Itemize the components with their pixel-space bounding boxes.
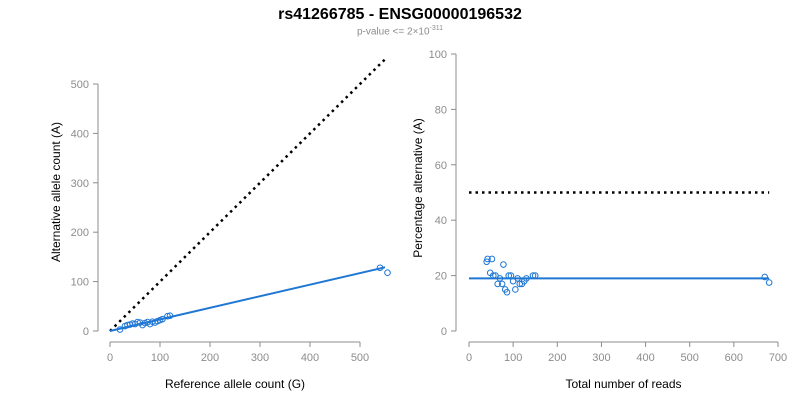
y-tick-label: 0 (441, 326, 447, 338)
subtitle-exponent: -311 (429, 25, 444, 32)
x-tick-label: 600 (725, 352, 743, 364)
x-axis-title: Reference allele count (G) (165, 377, 305, 391)
y-tick-label: 100 (71, 277, 89, 289)
chart-subtitle: p-value <= 2×10-311 (0, 25, 800, 37)
data-point (514, 275, 521, 282)
x-tick-label: 400 (636, 352, 654, 364)
x-tick-label: 700 (769, 352, 787, 364)
data-point (166, 312, 174, 319)
data-point (507, 272, 515, 279)
subtitle-prefix: p-value <= 2 (356, 26, 413, 38)
y-tick-label: 200 (71, 227, 89, 239)
x-tick-label: 500 (351, 352, 369, 364)
chart-title: rs41266785 - ENSG00000196532 (278, 6, 522, 23)
allele-count-panel: 0 100 200 300 400 500 0 100 200 300 400 500 Referenc… (49, 58, 391, 391)
data-point (489, 272, 497, 279)
x-tick-label: 300 (251, 352, 269, 364)
data-point (503, 288, 511, 296)
y-tick-label: 300 (71, 178, 89, 190)
data-point (134, 318, 141, 326)
data-point (505, 272, 513, 279)
y-tick-label: 20 (435, 271, 447, 283)
y-tick-label: 100 (429, 49, 447, 61)
data-point (761, 273, 769, 281)
reference-line (109, 58, 386, 332)
x-tick-label: 300 (592, 352, 610, 364)
data-point (512, 286, 519, 293)
y-tick-label: 500 (71, 79, 89, 91)
subtitle-base: 10 (418, 26, 430, 38)
data-point (484, 255, 491, 263)
data-point (376, 264, 384, 272)
subtitle-times: × (412, 26, 419, 38)
x-axis-title: Total number of reads (565, 377, 681, 391)
data-point (116, 326, 124, 333)
y-tick-label: 0 (83, 326, 89, 338)
data-point (523, 275, 530, 282)
x-tick-label: 400 (301, 352, 319, 364)
y-axis-title: Percentage alternative (A) (411, 118, 425, 257)
y-axis-title: Alternative allele count (A) (49, 122, 63, 262)
x-tick-label: 100 (151, 352, 169, 364)
y-tick-label: 40 (435, 215, 447, 227)
data-point (498, 280, 506, 288)
data-point (531, 272, 539, 279)
data-point (765, 279, 773, 286)
x-tick-label: 200 (548, 352, 566, 364)
data-point (494, 280, 501, 288)
data-point (384, 269, 391, 277)
data-point (496, 275, 504, 282)
y-tick-label: 400 (71, 128, 89, 140)
x-tick-label: 0 (466, 352, 472, 364)
x-tick-label: 100 (504, 352, 522, 364)
percentage-panel: 0 100 200 300 400 500 600 700 0 20 40 60 80 100 Total … (411, 49, 787, 391)
x-tick-label: 0 (107, 352, 113, 364)
x-tick-label: 500 (681, 352, 699, 364)
data-point (500, 261, 507, 268)
data-point (164, 312, 171, 320)
data-point (483, 258, 490, 266)
x-tick-label: 200 (201, 352, 219, 364)
data-point (529, 272, 537, 279)
data-point (488, 255, 496, 263)
data-point (159, 315, 166, 323)
y-tick-label: 60 (435, 160, 447, 172)
y-tick-label: 80 (435, 104, 447, 116)
